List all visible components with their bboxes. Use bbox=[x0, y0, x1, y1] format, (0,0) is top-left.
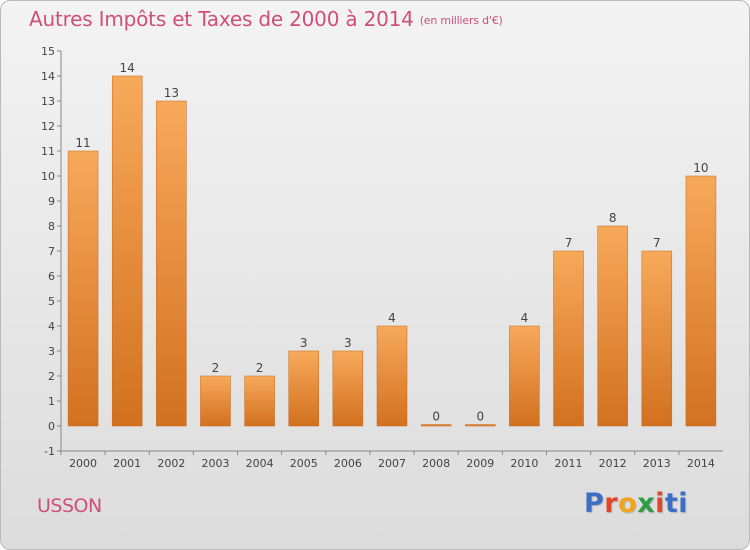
bar bbox=[332, 350, 364, 427]
y-tick-label: 15 bbox=[41, 45, 55, 58]
y-tick-label: 4 bbox=[48, 320, 55, 333]
chart-title: Autres Impôts et Taxes de 2000 à 2014 (en… bbox=[29, 7, 503, 31]
y-tick-label: 9 bbox=[48, 195, 55, 208]
x-tick-label: 2004 bbox=[246, 457, 274, 470]
x-tick-label: 2007 bbox=[378, 457, 406, 470]
place-name: USSON bbox=[37, 495, 102, 517]
logo-letter: i bbox=[655, 488, 665, 519]
x-tick-label: 2008 bbox=[422, 457, 450, 470]
logo-letter: o bbox=[618, 488, 638, 519]
bar bbox=[288, 350, 319, 427]
x-tick-label: 2010 bbox=[510, 457, 538, 470]
x-tick-label: 2000 bbox=[69, 457, 97, 470]
logo-letter: r bbox=[604, 488, 619, 519]
bar bbox=[685, 175, 717, 427]
logo-letter: x bbox=[637, 488, 656, 519]
x-tick-label: 2013 bbox=[643, 457, 671, 470]
bar bbox=[156, 100, 187, 427]
bar-value-label: 11 bbox=[75, 136, 90, 150]
x-tick-label: 2009 bbox=[466, 457, 494, 470]
bar bbox=[67, 150, 99, 427]
y-tick-label: 8 bbox=[48, 220, 55, 233]
bar-value-label: 13 bbox=[164, 86, 179, 100]
x-tick-label: 2014 bbox=[687, 457, 715, 470]
chart-labels: 11 2000 14 2001 13 2002 2 2003 2 2004 3 2005 3 2006 4 2… bbox=[69, 61, 715, 470]
bar-value-label: 0 bbox=[432, 410, 440, 424]
bar bbox=[376, 325, 408, 427]
y-tick-label: 14 bbox=[41, 70, 55, 83]
bar bbox=[553, 250, 584, 427]
bar-value-label: 3 bbox=[344, 336, 352, 350]
bar-value-label: 0 bbox=[476, 410, 484, 424]
x-tick-label: 2002 bbox=[157, 457, 185, 470]
bar-value-label: 3 bbox=[300, 336, 308, 350]
chart-bars bbox=[67, 75, 717, 427]
y-tick-label: 10 bbox=[41, 170, 55, 183]
y-tick-label: 13 bbox=[41, 95, 55, 108]
y-tick-label: 5 bbox=[48, 295, 55, 308]
y-tick-label: 1 bbox=[48, 395, 55, 408]
x-tick-label: 2011 bbox=[555, 457, 583, 470]
bar-value-label: 8 bbox=[609, 211, 617, 225]
proxiti-logo[interactable]: Proxiti bbox=[584, 488, 688, 519]
bar-value-label: 4 bbox=[521, 311, 529, 325]
y-tick-label: 0 bbox=[48, 420, 55, 433]
bar-value-label: 14 bbox=[120, 61, 135, 75]
chart-title-text: Autres Impôts et Taxes de 2000 à 2014 bbox=[29, 7, 414, 31]
logo-letter: P bbox=[584, 488, 605, 519]
y-tick-label: 6 bbox=[48, 270, 55, 283]
y-tick-label: 12 bbox=[41, 120, 55, 133]
x-tick-label: 2012 bbox=[599, 457, 627, 470]
chart-unit: (en milliers d'€) bbox=[419, 14, 503, 27]
x-tick-label: 2003 bbox=[201, 457, 229, 470]
bar bbox=[420, 424, 452, 427]
bar bbox=[641, 250, 673, 427]
bar bbox=[597, 225, 628, 427]
bar-value-label: 7 bbox=[565, 236, 573, 250]
bar-value-label: 10 bbox=[693, 161, 708, 175]
x-tick-label: 2005 bbox=[290, 457, 318, 470]
bar-value-label: 2 bbox=[256, 361, 264, 375]
y-tick-label: 2 bbox=[48, 370, 55, 383]
x-tick-label: 2006 bbox=[334, 457, 362, 470]
bar-value-label: 7 bbox=[653, 236, 661, 250]
y-tick-label: 7 bbox=[48, 245, 55, 258]
logo-letter: ti bbox=[664, 488, 689, 519]
y-tick-label: 11 bbox=[41, 145, 55, 158]
x-tick-label: 2001 bbox=[113, 457, 141, 470]
bar bbox=[244, 375, 275, 427]
bar bbox=[111, 75, 143, 427]
bar bbox=[200, 375, 231, 427]
bar-value-label: 4 bbox=[388, 311, 396, 325]
bar bbox=[465, 424, 496, 427]
bar-value-label: 2 bbox=[212, 361, 220, 375]
y-tick-label: -1 bbox=[44, 445, 55, 458]
bar bbox=[509, 325, 540, 427]
y-tick-label: 3 bbox=[48, 345, 55, 358]
